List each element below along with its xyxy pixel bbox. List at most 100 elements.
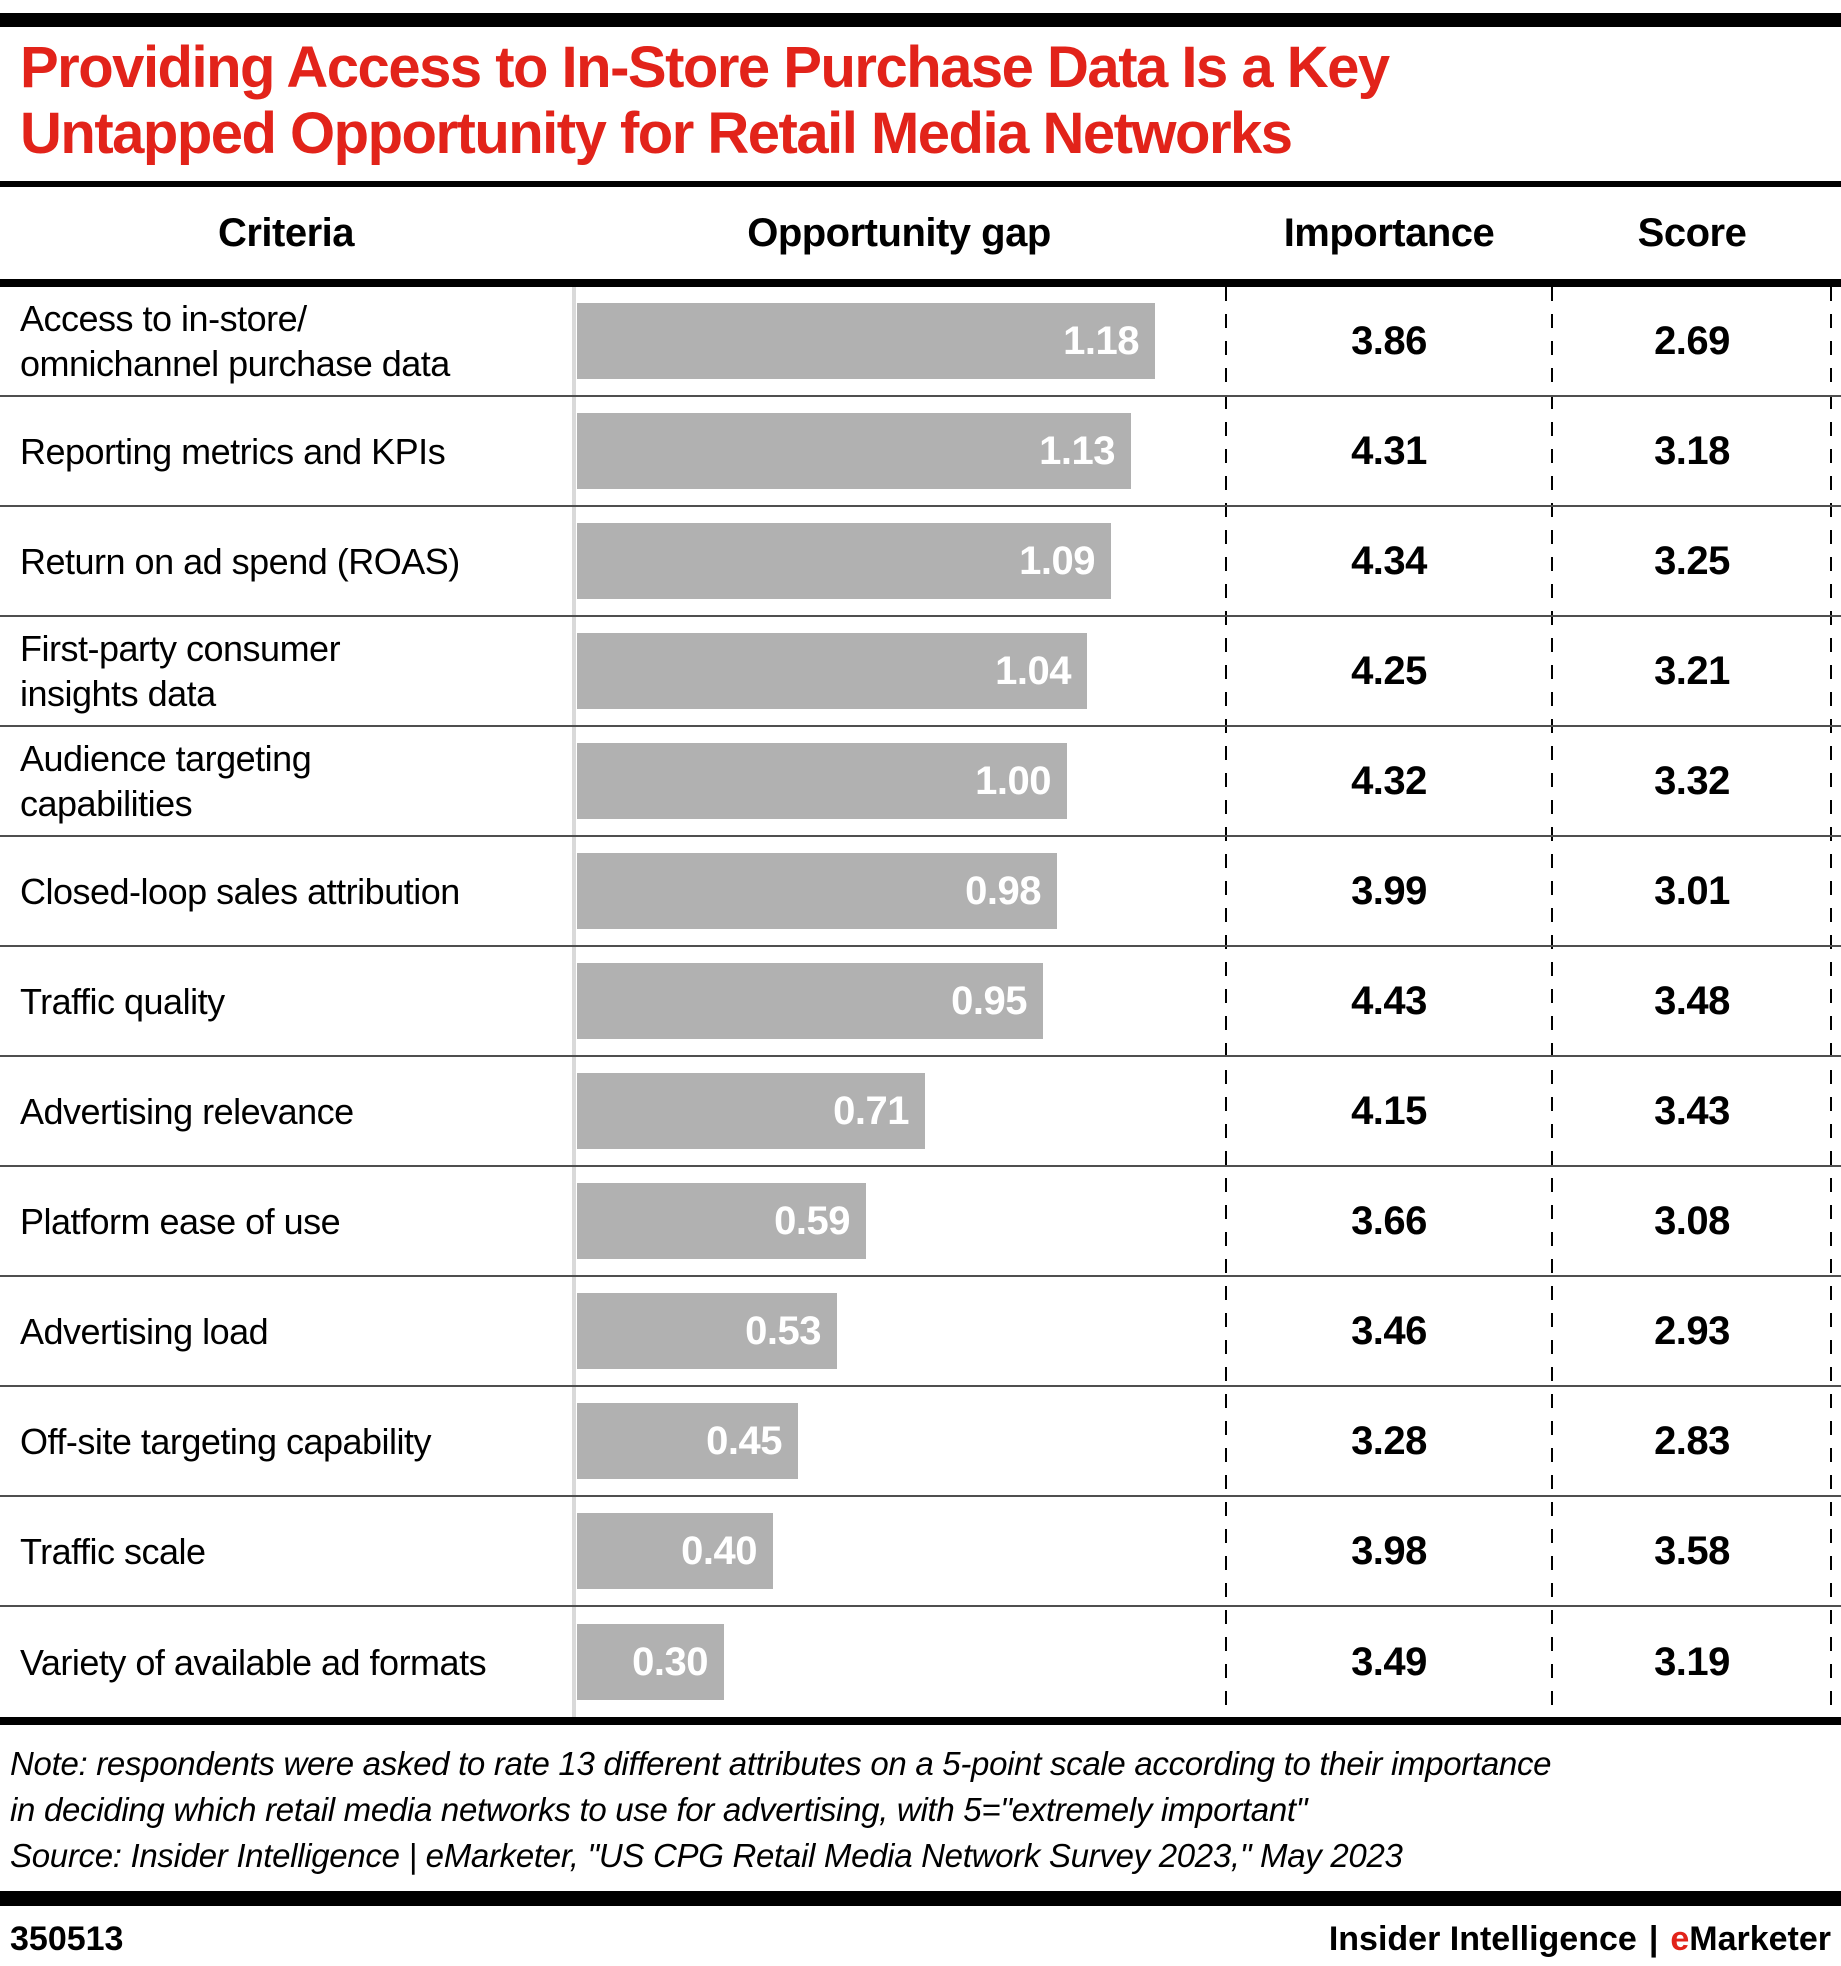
opportunity-gap-cell: 1.13 [572, 413, 1226, 489]
opportunity-gap-cell: 0.45 [572, 1403, 1226, 1479]
score-value: 3.21 [1654, 648, 1730, 693]
criteria-label: Audience targeting capabilities [20, 738, 312, 824]
opportunity-gap-cell: 1.09 [572, 523, 1226, 599]
criteria-label: Advertising relevance [20, 1090, 354, 1132]
criteria-label: Access to in-store/ omnichannel purchase… [20, 298, 450, 384]
table-row: Traffic quality 0.95 4.43 3.48 [0, 947, 1841, 1057]
opportunity-gap-cell: 0.40 [572, 1513, 1226, 1589]
opportunity-gap-value: 0.40 [681, 1528, 757, 1573]
opportunity-gap-bar: 1.18 [577, 303, 1155, 379]
opportunity-gap-cell: 0.30 [572, 1624, 1226, 1700]
bar-axis-line [572, 287, 576, 1717]
opportunity-gap-bar: 0.95 [577, 963, 1043, 1039]
chart-title-line2: Untapped Opportunity for Retail Media Ne… [20, 101, 1293, 166]
opportunity-gap-value: 0.53 [745, 1308, 821, 1353]
brand-divider: | [1648, 1920, 1659, 1958]
opportunity-gap-value: 1.13 [1039, 428, 1115, 473]
score-value: 3.25 [1654, 538, 1730, 583]
column-header-opportunity-gap: Opportunity gap [747, 210, 1051, 255]
score-value: 3.19 [1654, 1639, 1730, 1684]
top-border-bar [0, 13, 1841, 27]
score-value: 2.83 [1654, 1418, 1730, 1463]
opportunity-gap-value: 0.95 [951, 978, 1027, 1023]
score-value: 3.58 [1654, 1528, 1730, 1573]
opportunity-gap-value: 1.18 [1063, 318, 1139, 363]
score-value: 3.08 [1654, 1198, 1730, 1243]
score-value: 2.93 [1654, 1308, 1730, 1353]
opportunity-gap-value: 0.71 [833, 1088, 909, 1133]
table-row: Access to in-store/ omnichannel purchase… [0, 287, 1841, 397]
importance-value: 3.98 [1351, 1528, 1427, 1573]
opportunity-gap-value: 1.04 [995, 648, 1071, 693]
opportunity-gap-cell: 1.18 [572, 303, 1226, 379]
opportunity-gap-bar: 1.04 [577, 633, 1087, 709]
brand-logos: Insider Intelligence | eMarketer [1329, 1920, 1831, 1959]
footnote-block: Note: respondents were asked to rate 13 … [10, 1741, 1831, 1879]
footer-row: 350513 Insider Intelligence | eMarketer [0, 1906, 1841, 1959]
opportunity-gap-bar: 0.71 [577, 1073, 925, 1149]
note-line1: Note: respondents were asked to rate 13 … [10, 1745, 1552, 1782]
table-row: Variety of available ad formats 0.30 3.4… [0, 1607, 1841, 1717]
note-line2: in deciding which retail media networks … [10, 1791, 1308, 1828]
opportunity-gap-cell: 0.95 [572, 963, 1226, 1039]
column-separator-dashed-2 [1551, 287, 1553, 1717]
criteria-label: Return on ad spend (ROAS) [20, 540, 460, 582]
table-row: Audience targeting capabilities 1.00 4.3… [0, 727, 1841, 837]
opportunity-gap-value: 0.30 [632, 1639, 708, 1684]
brand-emarketer-e: e [1670, 1920, 1690, 1958]
table-row: Closed-loop sales attribution 0.98 3.99 … [0, 837, 1841, 947]
opportunity-gap-value: 0.59 [774, 1198, 850, 1243]
opportunity-gap-value: 0.45 [706, 1418, 782, 1463]
chart-id: 350513 [10, 1920, 124, 1958]
opportunity-gap-bar: 0.98 [577, 853, 1057, 929]
criteria-label: Closed-loop sales attribution [20, 870, 460, 912]
opportunity-gap-cell: 0.59 [572, 1183, 1226, 1259]
importance-value: 3.99 [1351, 868, 1427, 913]
criteria-label: Platform ease of use [20, 1200, 341, 1242]
brand-insider-intelligence: Insider Intelligence [1328, 1920, 1637, 1958]
column-header-score: Score [1637, 210, 1747, 255]
opportunity-gap-bar: 1.13 [577, 413, 1131, 489]
opportunity-gap-bar: 0.45 [577, 1403, 798, 1479]
table-body: Access to in-store/ omnichannel purchase… [0, 287, 1841, 1717]
header-divider-rule [0, 279, 1841, 287]
table-row: Reporting metrics and KPIs 1.13 4.31 3.1… [0, 397, 1841, 507]
score-value: 3.48 [1654, 978, 1730, 1023]
opportunity-gap-bar: 1.09 [577, 523, 1111, 599]
table-row: Advertising load 0.53 3.46 2.93 [0, 1277, 1841, 1387]
chart-title: Providing Access to In-Store Purchase Da… [20, 35, 1821, 167]
score-value: 2.69 [1654, 318, 1730, 363]
table-row: Off-site targeting capability 0.45 3.28 … [0, 1387, 1841, 1497]
criteria-label: Off-site targeting capability [20, 1420, 432, 1462]
criteria-label: First-party consumer insights data [20, 628, 341, 714]
title-divider-rule [0, 181, 1841, 187]
criteria-label: Reporting metrics and KPIs [20, 430, 446, 472]
footer-border-bar [0, 1891, 1841, 1906]
table-row: Platform ease of use 0.59 3.66 3.08 [0, 1167, 1841, 1277]
importance-value: 4.31 [1351, 428, 1427, 473]
importance-value: 4.43 [1351, 978, 1427, 1023]
column-separator-dashed-1 [1225, 287, 1227, 1717]
chart-title-line1: Providing Access to In-Store Purchase Da… [20, 35, 1390, 100]
opportunity-gap-bar: 0.59 [577, 1183, 866, 1259]
opportunity-gap-bar: 0.53 [577, 1293, 837, 1369]
score-value: 3.01 [1654, 868, 1730, 913]
column-header-criteria: Criteria [217, 210, 355, 255]
brand-emarketer-rest: Marketer [1689, 1920, 1831, 1958]
importance-value: 3.66 [1351, 1198, 1427, 1243]
opportunity-gap-value: 1.00 [975, 758, 1051, 803]
table-row: First-party consumer insights data 1.04 … [0, 617, 1841, 727]
table-header-row: Criteria Opportunity gap Importance Scor… [0, 187, 1841, 279]
table-bottom-rule [0, 1717, 1841, 1725]
opportunity-gap-cell: 0.53 [572, 1293, 1226, 1369]
importance-value: 3.46 [1351, 1308, 1427, 1353]
table-row: Return on ad spend (ROAS) 1.09 4.34 3.25 [0, 507, 1841, 617]
importance-value: 3.28 [1351, 1418, 1427, 1463]
criteria-label: Advertising load [20, 1310, 269, 1352]
score-value: 3.43 [1654, 1088, 1730, 1133]
opportunity-gap-cell: 1.04 [572, 633, 1226, 709]
opportunity-gap-bar: 0.30 [577, 1624, 724, 1700]
opportunity-gap-value: 1.09 [1019, 538, 1095, 583]
opportunity-gap-cell: 0.71 [572, 1073, 1226, 1149]
